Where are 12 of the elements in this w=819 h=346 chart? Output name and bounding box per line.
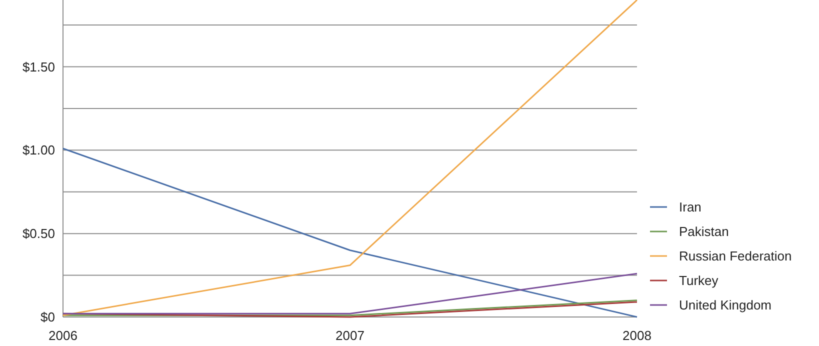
y-tick-label: $0.50 (22, 226, 55, 242)
legend-label: Turkey (679, 273, 719, 288)
legend-label: Iran (679, 200, 702, 215)
x-tick-label: 2007 (336, 328, 364, 343)
legend-label: Pakistan (679, 224, 729, 240)
y-tick-label: $1.00 (22, 142, 55, 158)
y-tick-label: $0 (40, 310, 55, 325)
x-tick-label: 2008 (622, 328, 652, 343)
x-tick-label: 2006 (48, 328, 78, 343)
legend-label: United Kingdom (679, 298, 772, 313)
y-tick-label: $1.50 (22, 59, 55, 74)
legend-label: Russian Federation (679, 248, 792, 264)
